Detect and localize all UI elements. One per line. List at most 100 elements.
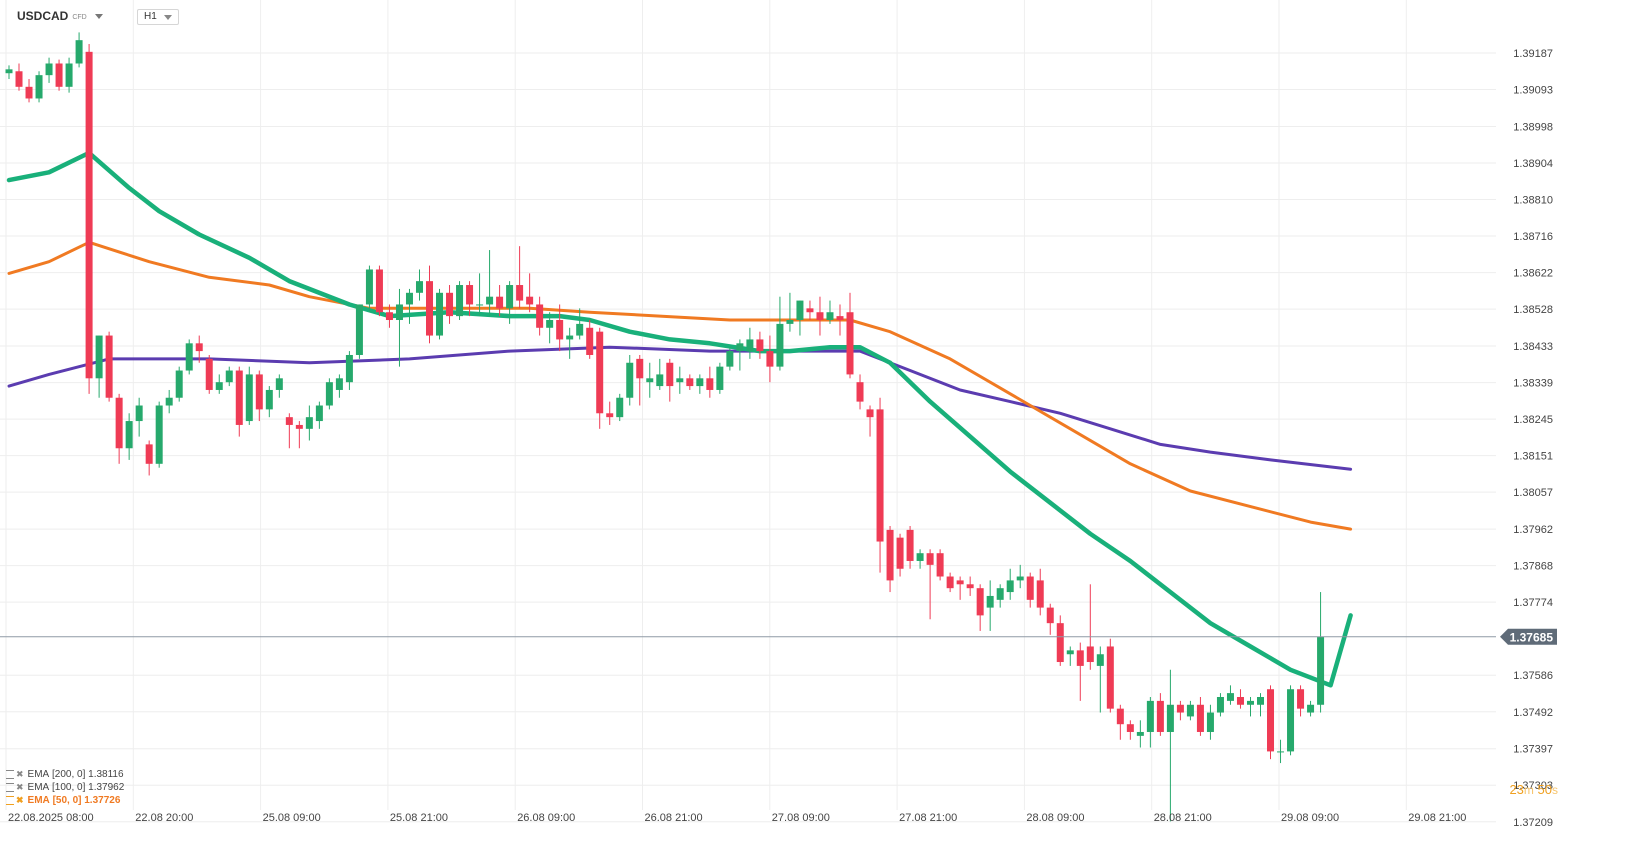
candle-body — [1076, 650, 1084, 666]
close-icon[interactable]: ✖ — [16, 769, 24, 779]
bear-candle — [1106, 638, 1114, 713]
legend-ema-200[interactable]: ✖ EMA [200, 0] 1.38116 — [6, 769, 124, 780]
price-axis[interactable]: 1.39187 1.39093 1.38998 1.38904 1.38810 1.387… — [1513, 48, 1553, 829]
candle-body — [1126, 724, 1134, 732]
legend-ema-50[interactable]: ✖ EMA [50, 0] 1.37726 — [6, 795, 120, 806]
candle-body — [75, 40, 83, 64]
bull-candle — [365, 265, 373, 313]
candle-body — [626, 362, 634, 398]
bear-candle — [936, 549, 944, 581]
bull-candle — [1006, 568, 1014, 600]
bull-candle — [646, 362, 654, 398]
ema-200-line — [7, 345, 1353, 471]
bull-candle — [305, 405, 313, 441]
candle-body — [245, 374, 253, 422]
bear-candle — [516, 246, 524, 309]
candle-body — [415, 281, 423, 293]
candle-body — [466, 285, 474, 305]
bull-candle — [616, 393, 624, 422]
candle-body — [1257, 696, 1264, 705]
candle-body — [335, 378, 343, 390]
bear-candle — [235, 366, 243, 437]
settings-icon[interactable] — [6, 796, 14, 805]
bull-candle — [335, 374, 343, 398]
candle-body — [616, 397, 624, 418]
bull-candle — [456, 281, 464, 321]
close-icon[interactable]: ✖ — [16, 782, 24, 792]
candle-body — [486, 296, 494, 305]
bear-candle — [1056, 615, 1064, 666]
candle-body — [1196, 704, 1204, 732]
candle-body — [876, 409, 884, 542]
candle-body — [896, 537, 904, 569]
candle-body — [105, 335, 113, 398]
bull-candle — [476, 273, 484, 317]
bull-candle — [576, 308, 584, 340]
bear-candle — [966, 576, 974, 596]
bull-candle — [325, 378, 333, 410]
time-tick-label: 22.08.2025 08:00 — [8, 812, 94, 824]
candle-body — [275, 378, 283, 390]
candle-body — [1116, 708, 1124, 725]
candle-body — [1277, 751, 1285, 753]
candle-body — [405, 292, 413, 305]
candle-body — [155, 405, 163, 464]
bear-candle — [85, 44, 93, 394]
time-axis[interactable]: 22.08.2025 08:00 22.08 20:00 25.08 09:00 25… — [8, 812, 1466, 824]
bull-candle — [5, 65, 13, 80]
candle-body — [446, 292, 454, 317]
price-tick-label: 1.39093 — [1513, 85, 1553, 97]
candle-body — [35, 75, 43, 99]
bear-candle — [255, 370, 263, 422]
candle-body — [956, 580, 964, 585]
bull-candle — [1136, 720, 1144, 748]
close-icon[interactable]: ✖ — [16, 795, 24, 805]
candle-body — [856, 382, 864, 402]
bull-candle — [345, 351, 353, 390]
ema-lines — [6, 150, 1353, 688]
symbol-selector[interactable]: USDCAD CFD — [17, 9, 103, 23]
candle-body — [285, 417, 293, 425]
candle-body — [966, 584, 974, 589]
price-tick-label: 1.37303 — [1513, 780, 1553, 792]
bull-candle — [436, 288, 444, 340]
bull-candle — [1277, 739, 1285, 764]
bear-candle — [1026, 572, 1034, 608]
bear-candle — [606, 401, 614, 425]
candle-body — [1267, 689, 1275, 752]
settings-icon[interactable] — [6, 770, 14, 779]
bear-candle — [706, 366, 714, 398]
bull-candle — [986, 580, 994, 631]
bear-candle — [666, 358, 674, 402]
bull-candle — [1216, 693, 1224, 717]
price-tick-label: 1.38339 — [1513, 378, 1553, 390]
bear-candle — [426, 265, 434, 344]
bull-candle — [696, 374, 704, 394]
chevron-down-icon[interactable] — [94, 13, 103, 19]
bull-candle — [1096, 646, 1104, 713]
bear-candle — [295, 421, 303, 449]
bull-candle — [125, 413, 133, 460]
bear-candle — [636, 354, 644, 406]
candle-body — [375, 269, 383, 313]
legend-ema-100[interactable]: ✖ EMA [100, 0] 1.37962 — [6, 782, 124, 793]
settings-icon[interactable] — [6, 783, 14, 792]
candle-body — [205, 358, 213, 390]
candle-body — [886, 529, 894, 581]
candle-body — [395, 304, 403, 321]
timeframe-select[interactable]: H1 — [137, 9, 179, 25]
candle-body — [666, 362, 674, 387]
bear-candle — [55, 59, 63, 91]
bull-candle — [996, 584, 1004, 608]
price-tick-label: 1.38057 — [1513, 487, 1553, 499]
candle-body — [756, 339, 764, 352]
time-tick-label: 28.08 09:00 — [1026, 812, 1084, 824]
bull-candle — [185, 339, 193, 375]
candle-body — [556, 320, 564, 340]
candle-body — [696, 378, 704, 387]
candle-body — [506, 285, 514, 309]
bear-candle — [956, 576, 964, 600]
bull-candle — [215, 374, 223, 394]
candle-body — [566, 335, 574, 340]
